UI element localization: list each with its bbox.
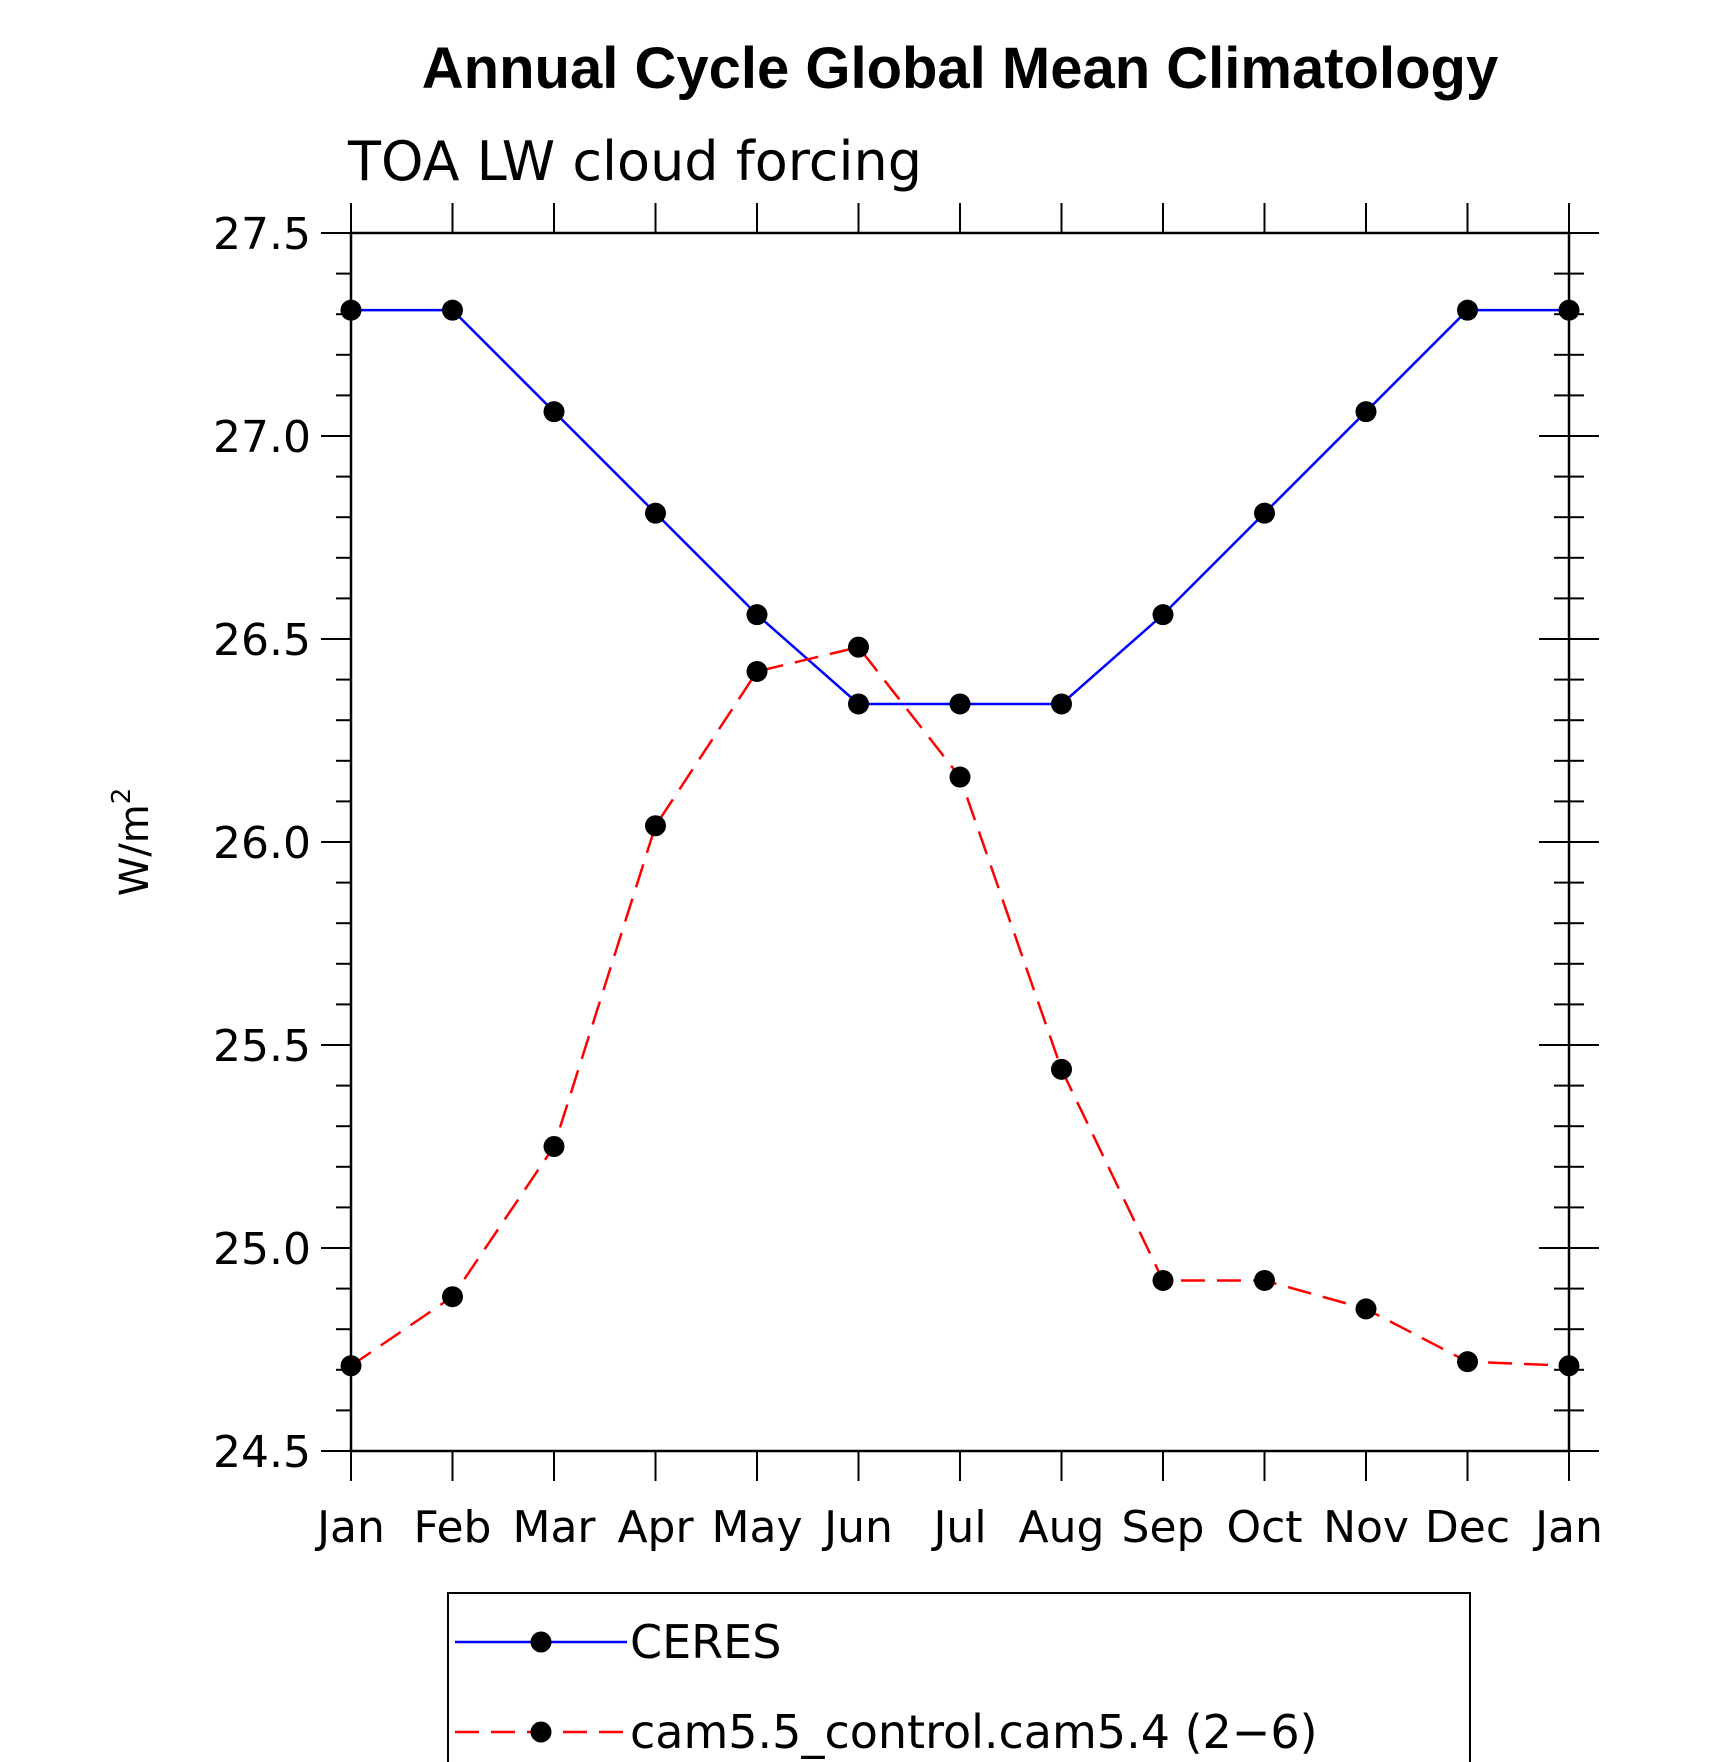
x-tick-label: Oct	[1226, 1502, 1302, 1553]
data-point	[1355, 1298, 1377, 1320]
y-axis-label: W/m2	[107, 788, 158, 897]
data-point	[848, 693, 869, 715]
x-tick-label: Apr	[617, 1502, 694, 1553]
series-line	[350, 645, 1570, 1367]
legend-entry: CERES	[455, 1615, 781, 1669]
data-point	[1558, 1355, 1580, 1377]
data-point	[746, 604, 768, 626]
data-point	[1457, 299, 1478, 321]
chart-title: Annual Cycle Global Mean Climatology	[422, 36, 1498, 101]
chart-subtitle: TOA LW cloud forcing	[347, 130, 922, 193]
series-1	[340, 636, 1580, 1377]
data-point	[848, 636, 869, 658]
legend-swatch-marker	[530, 1721, 552, 1743]
x-tick-label: Mar	[512, 1502, 596, 1553]
data-point	[1152, 1269, 1174, 1291]
data-point	[949, 693, 971, 715]
x-tick-label: Nov	[1323, 1502, 1409, 1553]
y-axis-label-superscript: 2	[107, 788, 137, 805]
x-tick-label: Sep	[1122, 1502, 1205, 1553]
plot-frame	[349, 231, 1571, 1453]
y-tick-label: 25.5	[213, 1021, 311, 1072]
data-point	[1457, 1351, 1478, 1373]
y-tick-label: 26.5	[213, 615, 311, 666]
data-point	[1254, 1269, 1275, 1291]
y-axis-ticks	[321, 232, 1599, 1452]
x-tick-label: Feb	[414, 1502, 492, 1553]
x-tick-label: Jun	[821, 1502, 893, 1553]
y-tick-label: 27.0	[213, 412, 311, 463]
x-tick-label: May	[712, 1502, 803, 1553]
y-tick-label: 27.5	[213, 209, 311, 260]
x-tick-labels: Jan Feb Mar Apr May Jun Jul Aug Sep Oct Nov Dec Jan	[314, 1502, 1603, 1553]
data-point	[746, 660, 768, 682]
legend-label: cam5.5_control.cam5.4 (2−6)	[630, 1705, 1318, 1759]
data-point	[1152, 604, 1174, 626]
x-tick-label: Jul	[930, 1502, 986, 1553]
x-tick-label: Dec	[1425, 1502, 1510, 1553]
y-tick-label: 25.0	[213, 1224, 311, 1275]
data-point	[949, 766, 971, 788]
data-point	[1051, 693, 1072, 715]
legend-entry: cam5.5_control.cam5.4 (2−6)	[455, 1705, 1318, 1759]
y-tick-label: 24.5	[213, 1427, 311, 1478]
x-tick-label: Aug	[1019, 1502, 1105, 1553]
data-point	[340, 299, 362, 321]
data-point	[645, 502, 666, 524]
y-axis-label-text: W/m	[112, 804, 158, 896]
data-point	[543, 1136, 565, 1157]
x-axis-ticks	[350, 203, 1570, 1481]
x-tick-label: Jan	[1532, 1502, 1603, 1553]
data-point	[442, 1286, 463, 1308]
data-point	[1558, 299, 1580, 321]
legend-swatch-marker	[530, 1631, 552, 1653]
legend-box	[447, 1592, 1471, 1762]
data-point	[645, 815, 666, 837]
series-line	[351, 308, 1569, 706]
y-tick-label: 26.0	[213, 818, 311, 869]
series-0	[340, 299, 1580, 715]
data-point	[340, 1355, 362, 1377]
x-tick-label: Jan	[314, 1502, 385, 1553]
y-tick-labels: 24.5 25.0 25.5 26.0 26.5 27.0 27.5	[213, 209, 311, 1478]
data-point	[442, 299, 463, 321]
data-point	[543, 401, 565, 423]
legend-items: CERES cam5.5_control.cam5.4 (2−6)	[455, 1615, 1318, 1759]
data-point	[1355, 401, 1377, 423]
series-layer	[340, 299, 1580, 1377]
data-point	[1051, 1058, 1072, 1080]
legend-label: CERES	[630, 1615, 781, 1669]
data-point	[1254, 502, 1275, 524]
